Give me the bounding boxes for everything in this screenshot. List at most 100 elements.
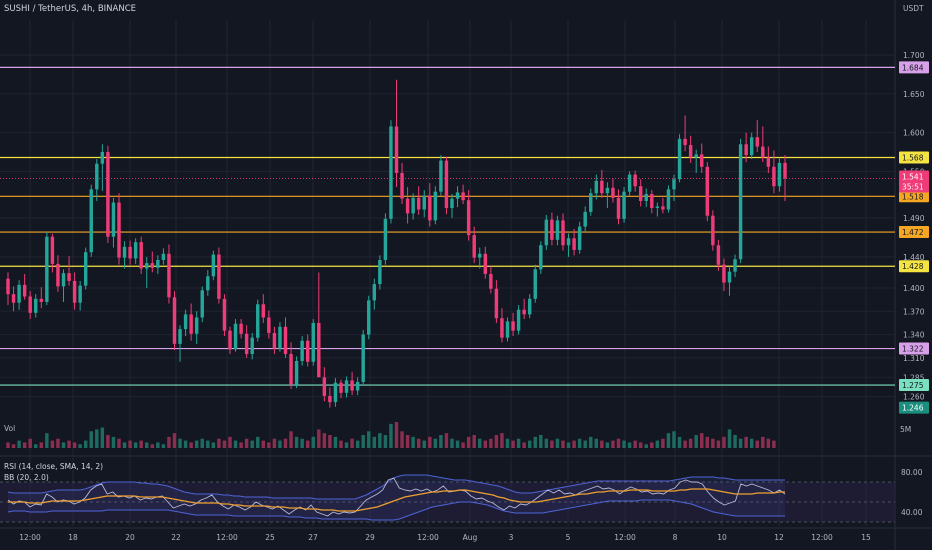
candle-body: [766, 157, 771, 167]
level-price-label: 1.322: [902, 345, 924, 354]
price-tick-label: 1.340: [903, 331, 925, 340]
level-price-badge: [899, 342, 929, 355]
candle-body: [239, 323, 243, 334]
candle-body: [727, 271, 732, 283]
volume-bar: [194, 440, 199, 448]
volume-bar: [133, 442, 138, 448]
volume-bar: [250, 440, 254, 448]
bb-title[interactable]: BB (20, 2.0): [4, 473, 49, 482]
volume-bar: [455, 440, 460, 448]
candle-body: [139, 242, 143, 269]
candle-body: [672, 179, 676, 190]
volume-bar: [555, 438, 560, 448]
volume-bar: [111, 436, 116, 448]
volume-bar: [228, 436, 232, 448]
candle-body: [544, 219, 549, 246]
candle-body: [233, 323, 238, 350]
candle-body: [344, 380, 349, 393]
rsi-title[interactable]: RSI (14, close, SMA, 14, 2): [4, 462, 103, 471]
candle-body: [367, 300, 371, 335]
volume-bar: [694, 435, 698, 448]
time-tick-label: 15: [861, 533, 871, 542]
candle-body: [289, 353, 293, 385]
price-tick-label: 1.310: [903, 354, 925, 363]
volume-bar: [100, 427, 105, 448]
volume-bar: [439, 435, 443, 448]
level-price-badge: [899, 151, 929, 164]
price-axis[interactable]: 1.7001.6501.6001.5501.4901.4401.4001.370…: [899, 51, 929, 517]
candle-body: [394, 126, 399, 174]
volume-bar: [117, 438, 121, 448]
level-price-label: 1.472: [902, 228, 924, 237]
volume-bar: [666, 433, 671, 448]
time-tick-label: 29: [365, 533, 375, 542]
volume-bar: [428, 436, 432, 448]
candle-body: [50, 236, 55, 264]
volume-bar: [422, 440, 426, 448]
level-price-label: 1.684: [902, 63, 924, 72]
volume-bar: [472, 435, 476, 448]
price-tick-label: 1.285: [903, 373, 925, 382]
time-tick-label: 12:00: [417, 533, 439, 542]
symbol-title[interactable]: SUSHI / TetherUS, 4h, BINANCE: [4, 4, 136, 14]
volume-bar: [83, 440, 88, 448]
volume-bar: [749, 438, 754, 448]
candle-body: [161, 253, 166, 260]
volume-bar: [211, 442, 216, 448]
time-tick-label: 5: [566, 533, 571, 542]
volume-bar: [738, 438, 743, 448]
candle-body: [416, 197, 421, 210]
volume-bar: [411, 436, 415, 448]
volume-bar: [622, 440, 626, 448]
candle-body: [711, 215, 715, 246]
candle-body: [533, 269, 537, 299]
currency-label[interactable]: USDT: [903, 4, 924, 13]
volume-bar: [17, 440, 21, 448]
candle-body: [200, 290, 204, 318]
candle-body: [133, 242, 138, 259]
volume-bar: [433, 438, 438, 448]
candle-body: [561, 220, 565, 246]
candle-body: [328, 395, 332, 403]
volume-bar: [577, 438, 582, 448]
candle-body: [222, 298, 227, 331]
candle-body: [600, 180, 604, 194]
volume-bar: [256, 436, 260, 448]
candle-body: [261, 304, 266, 318]
candle-body: [505, 321, 510, 338]
volume-bar: [200, 438, 204, 448]
time-tick-label: 18: [68, 533, 78, 542]
candle-body: [638, 186, 643, 201]
volume-bar: [300, 438, 304, 448]
candle-body: [372, 284, 377, 301]
candle-body: [333, 382, 338, 403]
volume-bar: [394, 422, 399, 448]
volume-bar: [233, 440, 238, 448]
time-axis[interactable]: 12:00 18 20 22 12:00 25 27 29 12:00 Aug 3 5 12:00 8 10…: [19, 533, 871, 542]
volume-bar: [716, 440, 721, 448]
rsi-tick-label: 80.00: [901, 468, 923, 477]
volume-bar: [145, 442, 149, 448]
candle-body: [383, 218, 388, 260]
volume-bar: [56, 438, 60, 448]
candle-body: [783, 162, 787, 179]
level-price-label: 1.428: [902, 262, 924, 271]
volume-bar: [627, 442, 632, 448]
candle-body: [250, 337, 254, 354]
candle-body: [311, 322, 315, 362]
candle-body: [61, 273, 66, 287]
candle-body: [156, 260, 160, 268]
volume-bar: [339, 440, 343, 448]
candle-body: [583, 211, 587, 227]
volume-bar: [416, 438, 421, 448]
candle-body: [761, 146, 765, 158]
candle-body: [305, 340, 310, 362]
rsi-tick-label: 40.00: [901, 508, 923, 517]
candle-body: [300, 340, 304, 361]
volume-bar: [594, 438, 599, 448]
volume-bar: [317, 429, 321, 448]
volume-bar: [89, 431, 93, 448]
